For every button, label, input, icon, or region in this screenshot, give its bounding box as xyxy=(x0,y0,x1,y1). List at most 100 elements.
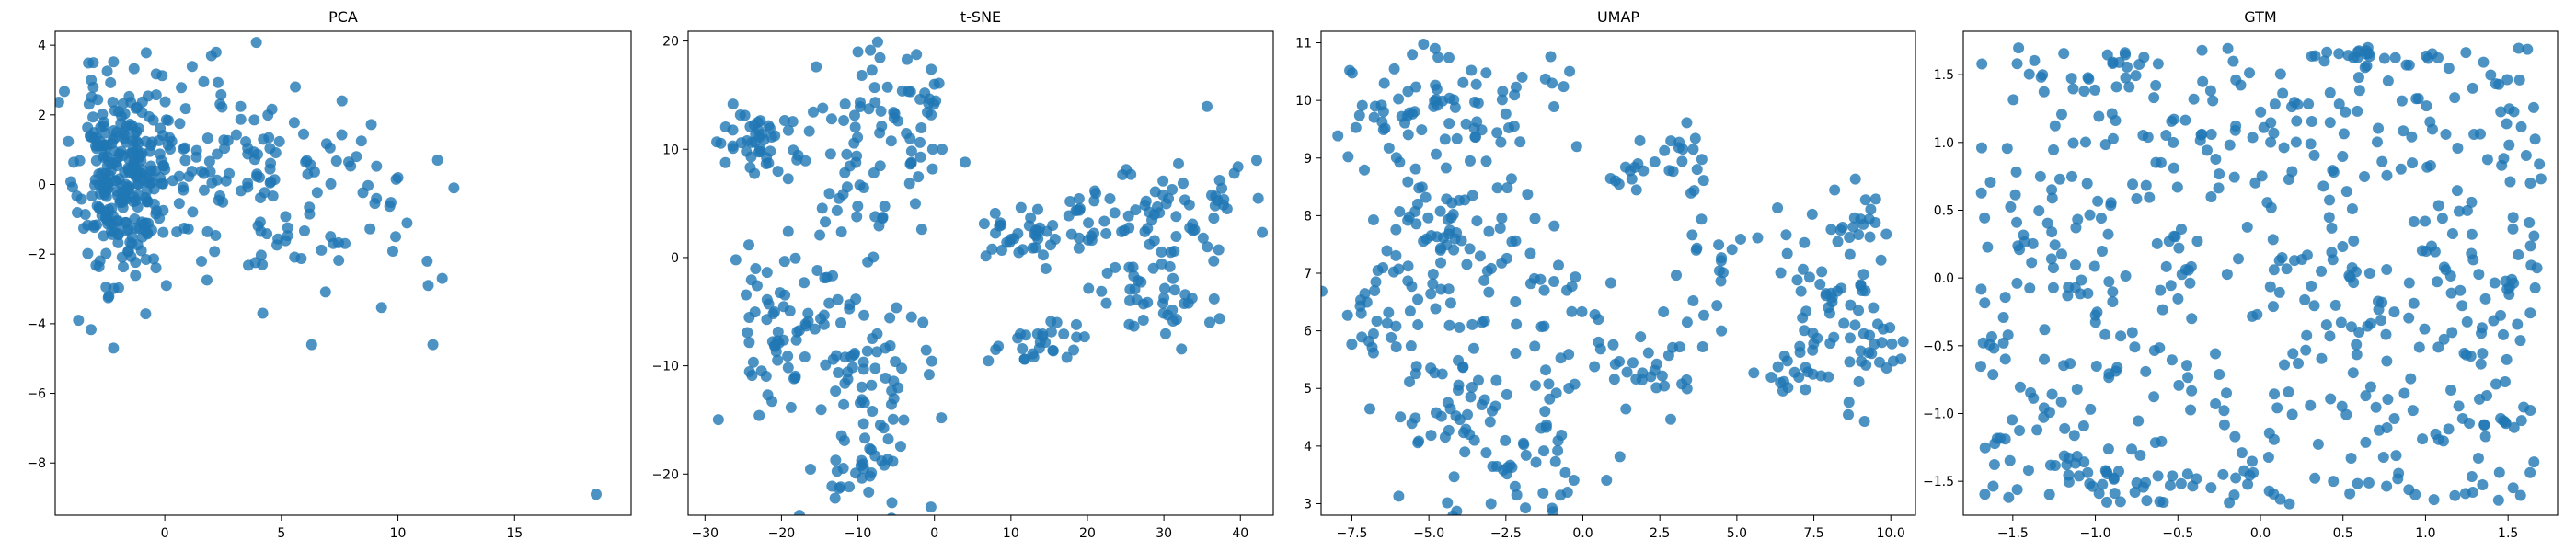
axes-frame xyxy=(54,30,632,516)
scatter-point xyxy=(2293,357,2305,369)
y-tick-label: −2 xyxy=(27,247,46,262)
scatter-point xyxy=(2268,264,2280,276)
scatter-point xyxy=(2120,72,2132,84)
scatter-point xyxy=(431,155,443,167)
scatter-point xyxy=(901,128,913,140)
scatter-point xyxy=(1537,487,1549,499)
scatter-point xyxy=(2528,456,2540,468)
scatter-point xyxy=(1104,192,1116,204)
scatter-point xyxy=(2459,488,2471,500)
scatter-point xyxy=(2230,120,2242,132)
scatter-point xyxy=(365,119,377,131)
scatter-point xyxy=(2350,266,2362,278)
scatter-point xyxy=(989,207,1001,219)
scatter-point xyxy=(926,144,938,155)
scatter-point xyxy=(2377,452,2389,463)
scatter-point xyxy=(1974,361,1986,373)
scatter-point xyxy=(1544,393,1556,405)
scatter-point xyxy=(117,191,129,203)
scatter-point xyxy=(212,76,224,88)
scatter-point xyxy=(2126,443,2138,455)
scatter-point xyxy=(1047,345,1059,357)
scatter-point xyxy=(2466,228,2478,240)
scatter-point xyxy=(2196,44,2208,56)
scatter-point xyxy=(1717,267,1729,279)
scatter-point xyxy=(130,257,142,269)
scatter-point xyxy=(804,464,816,475)
scatter-point xyxy=(2078,85,2090,97)
scatter-point xyxy=(1082,234,1094,246)
scatter-point xyxy=(983,355,995,367)
scatter-point xyxy=(1510,235,1522,247)
scatter-point xyxy=(2084,477,2096,489)
scatter-point xyxy=(1418,38,1430,50)
scatter-point xyxy=(105,76,117,88)
scatter-point xyxy=(1855,345,1867,357)
scatter-point xyxy=(1793,372,1805,384)
scatter-point xyxy=(889,108,901,120)
scatter-point xyxy=(727,124,739,136)
y-tick-label: −1.0 xyxy=(1923,407,1954,421)
scatter-point xyxy=(107,97,119,109)
scatter-point xyxy=(1548,100,1560,112)
scatter-point xyxy=(1816,266,1828,278)
scatter-point xyxy=(173,198,185,210)
x-tick-label: 0.5 xyxy=(2333,526,2353,541)
scatter-point xyxy=(1814,279,1826,291)
scatter-point xyxy=(1976,142,1987,154)
scatter-point xyxy=(140,47,152,59)
scatter-point xyxy=(2247,310,2259,322)
scatter-point xyxy=(2373,424,2385,436)
scatter-point xyxy=(2363,477,2375,489)
chart-title: t-SNE xyxy=(960,8,1001,26)
scatter-point xyxy=(1017,244,1029,256)
scatter-point xyxy=(2438,261,2450,273)
scatter-point xyxy=(1685,187,1696,199)
scatter-point xyxy=(1431,231,1443,243)
scatter-point xyxy=(2107,56,2119,68)
y-tick-label: 0.5 xyxy=(1934,203,1954,218)
scatter-point xyxy=(2512,318,2524,330)
scatter-point xyxy=(980,250,992,262)
scatter-point xyxy=(2073,470,2085,482)
scatter-point xyxy=(2273,286,2285,298)
scatter-point xyxy=(2308,149,2320,161)
scatter-point xyxy=(112,229,124,241)
scatter-point xyxy=(2407,157,2419,169)
scatter-point xyxy=(2493,466,2505,478)
scatter-point xyxy=(712,414,724,426)
scatter-point xyxy=(240,135,252,147)
scatter-point xyxy=(333,255,345,267)
scatter-point xyxy=(1825,224,1837,236)
scatter-point xyxy=(743,337,755,349)
scatter-point xyxy=(1478,316,1490,328)
scatter-point xyxy=(1977,337,1989,349)
scatter-point xyxy=(2011,58,2023,70)
x-tick-label: 0 xyxy=(930,526,938,541)
scatter-point xyxy=(1752,232,1764,244)
scatter-point xyxy=(1402,260,1414,272)
scatter-point xyxy=(1489,400,1501,412)
scatter-point xyxy=(2443,63,2455,75)
scatter-point xyxy=(2437,435,2449,447)
y-tick-label: −0.5 xyxy=(1923,339,1954,354)
scatter-point xyxy=(782,225,794,237)
scatter-point xyxy=(849,121,861,133)
scatter-point xyxy=(866,379,878,391)
scatter-point xyxy=(102,218,114,230)
scatter-point xyxy=(2301,249,2313,261)
scatter-point xyxy=(1548,276,1560,288)
scatter-point xyxy=(2022,465,2034,477)
scatter-point xyxy=(2046,226,2058,238)
scatter-point xyxy=(282,230,293,242)
scatter-point xyxy=(1566,305,1578,317)
scatter-point xyxy=(1208,255,1220,267)
scatter-point xyxy=(881,81,893,93)
scatter-point xyxy=(216,101,228,113)
scatter-point xyxy=(2084,209,2096,221)
scatter-point xyxy=(176,82,188,94)
scatter-point xyxy=(1716,252,1728,264)
scatter-point xyxy=(2507,223,2519,235)
scatter-point xyxy=(1858,416,1870,428)
scatter-point xyxy=(886,497,898,509)
